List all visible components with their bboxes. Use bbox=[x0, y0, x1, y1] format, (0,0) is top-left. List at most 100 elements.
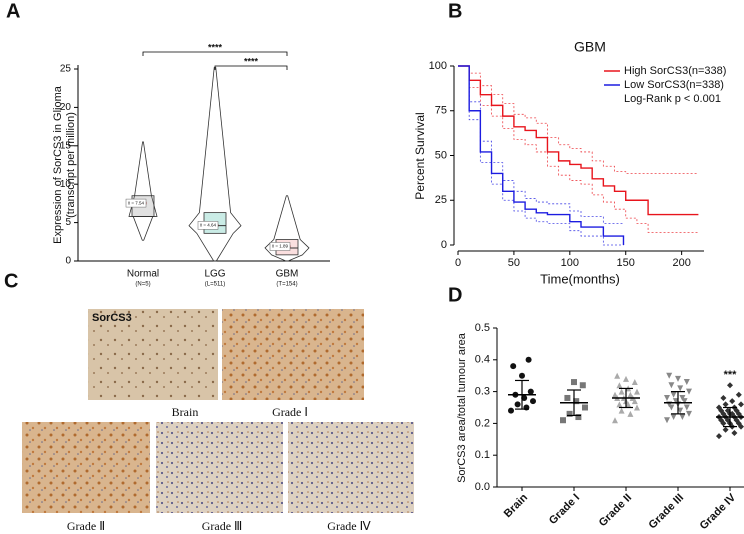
mean-label-box bbox=[269, 242, 291, 251]
y-axis-label: Expression of SorCS3 in Glioma bbox=[52, 85, 64, 244]
data-point bbox=[525, 356, 532, 363]
data-point bbox=[664, 394, 670, 401]
data-point bbox=[573, 398, 580, 405]
data-point bbox=[623, 375, 629, 382]
data-point bbox=[627, 391, 634, 398]
survival-curve bbox=[458, 65, 699, 216]
x-tick-label: Normal bbox=[127, 269, 159, 280]
caption: Grade Ⅲ bbox=[202, 519, 243, 533]
y-tick-label: 100 bbox=[429, 60, 447, 72]
caption: Grade Ⅱ bbox=[67, 519, 105, 533]
data-point bbox=[614, 372, 621, 379]
y-tick-label: 0.3 bbox=[475, 386, 490, 398]
data-point bbox=[738, 401, 744, 408]
data-point bbox=[564, 394, 571, 401]
x-tick-note: (L=511) bbox=[205, 282, 225, 288]
data-point bbox=[672, 398, 679, 405]
y-tick-label: 25 bbox=[60, 64, 72, 75]
data-point bbox=[664, 417, 670, 424]
data-point bbox=[724, 407, 731, 414]
data-point bbox=[677, 385, 684, 392]
image bbox=[288, 422, 414, 513]
data-point bbox=[668, 404, 675, 411]
x-tick-label: Grade IV bbox=[698, 491, 739, 532]
data-point bbox=[686, 410, 692, 417]
panel-letter: A bbox=[6, 0, 20, 22]
data-point bbox=[683, 379, 690, 386]
data-point bbox=[618, 388, 625, 395]
confidence-band bbox=[458, 65, 699, 174]
mean-label: x̄ = 4.64 bbox=[200, 223, 217, 228]
y-tick-label: 0.5 bbox=[475, 322, 490, 334]
x-tick-label: 50 bbox=[508, 257, 520, 269]
y-tick-label: 0 bbox=[441, 239, 447, 251]
y-axis-label: Percent Survival bbox=[413, 112, 427, 199]
data-point bbox=[571, 379, 577, 386]
y-tick-label: 0.1 bbox=[475, 449, 490, 461]
data-point bbox=[729, 398, 736, 405]
data-point bbox=[634, 404, 640, 411]
image bbox=[88, 309, 218, 400]
data-point bbox=[579, 382, 586, 389]
data-point bbox=[612, 417, 618, 424]
y-tick-label: 20 bbox=[60, 102, 72, 113]
significance-label: **** bbox=[244, 56, 259, 66]
image bbox=[156, 422, 283, 513]
data-point bbox=[727, 382, 733, 389]
y-tick-label: 75 bbox=[435, 105, 447, 117]
data-point bbox=[670, 414, 677, 421]
y-tick-label: 0 bbox=[65, 256, 71, 267]
y-tick-label: 5 bbox=[65, 217, 71, 228]
x-tick-label: GBM bbox=[276, 269, 299, 280]
panel-letter: D bbox=[448, 284, 462, 306]
data-point bbox=[722, 401, 729, 408]
data-point bbox=[575, 414, 582, 421]
data-point bbox=[675, 375, 681, 382]
y-tick-label: 0.0 bbox=[475, 481, 490, 493]
data-point bbox=[521, 394, 528, 401]
significance-label: **** bbox=[208, 42, 223, 52]
caption: Grade Ⅳ bbox=[327, 519, 370, 533]
survival-curve bbox=[458, 65, 625, 245]
x-tick-note: (N=5) bbox=[135, 282, 150, 288]
mean-label: x̄ = 7.54 bbox=[128, 200, 145, 205]
legend-label: Low SorCS3(n=338) bbox=[624, 79, 724, 91]
violin bbox=[128, 141, 158, 241]
y-tick-label: 50 bbox=[435, 149, 447, 161]
caption: Brain bbox=[172, 405, 199, 419]
y-tick-label: 0.2 bbox=[475, 417, 490, 429]
significance-label: *** bbox=[724, 369, 738, 381]
y-axis-label: SorCS3 area/total tumour area bbox=[456, 332, 468, 483]
data-point bbox=[677, 407, 684, 414]
data-point bbox=[731, 429, 738, 436]
x-tick-label: Grade II bbox=[597, 492, 634, 529]
data-point bbox=[514, 401, 521, 408]
y-tick-label: 0.4 bbox=[475, 354, 490, 366]
data-point bbox=[681, 398, 688, 405]
data-point bbox=[716, 404, 722, 411]
data-point bbox=[631, 398, 638, 405]
legend-note: Log-Rank p < 0.001 bbox=[624, 93, 721, 105]
x-tick-label: 200 bbox=[672, 257, 690, 269]
caption: Grade Ⅰ bbox=[272, 405, 308, 419]
data-point bbox=[560, 417, 566, 424]
data-point bbox=[508, 407, 514, 414]
panel-letter: B bbox=[448, 0, 462, 22]
data-point bbox=[668, 382, 675, 389]
data-point bbox=[716, 433, 722, 440]
data-point bbox=[666, 372, 673, 379]
image bbox=[22, 422, 150, 513]
significance-bracket bbox=[214, 65, 288, 70]
data-point bbox=[722, 426, 729, 433]
y-tick-label: 25 bbox=[435, 194, 447, 206]
data-point bbox=[679, 414, 686, 421]
data-point bbox=[670, 391, 677, 398]
data-point bbox=[530, 398, 536, 405]
confidence-band bbox=[458, 65, 624, 224]
data-point bbox=[527, 388, 534, 395]
data-point bbox=[686, 388, 692, 395]
histology-images: SorCS3 Brain Grade Ⅰ Grade Ⅱ Grade Ⅲ Gra… bbox=[22, 309, 414, 533]
data-point bbox=[616, 382, 623, 389]
x-tick-label: LGG bbox=[204, 269, 225, 280]
x-tick-label: 0 bbox=[455, 257, 461, 269]
